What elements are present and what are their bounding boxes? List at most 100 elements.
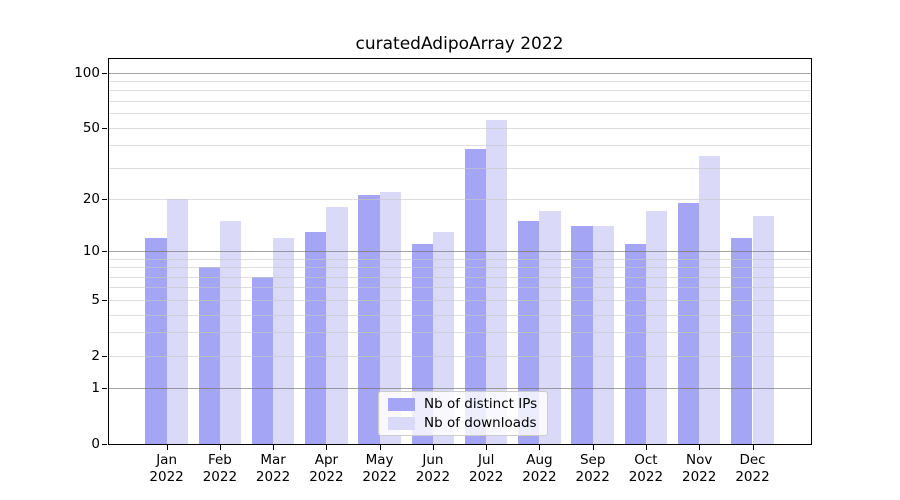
- x-tick-feb: [219, 445, 221, 450]
- month-label: Nov: [686, 452, 713, 468]
- legend-item-downloads: Nb of downloads: [388, 415, 537, 431]
- right-spine: [811, 58, 812, 445]
- x-tick-jul: [486, 445, 488, 450]
- x-tick-dec: [752, 445, 754, 450]
- x-tick-oct: [645, 445, 647, 450]
- x-tick-jan: [166, 445, 168, 450]
- x-tick-label-nov: Nov 2022: [667, 452, 731, 486]
- y-tick-20: [102, 199, 107, 200]
- x-tick-label-oct: Oct 2022: [614, 452, 678, 486]
- year-label: 2022: [149, 469, 184, 485]
- year-label: 2022: [309, 469, 344, 485]
- bar-downloads-sep: [592, 226, 614, 444]
- x-tick-label-may: May 2022: [348, 452, 412, 486]
- x-tick-label-jun: Jun 2022: [401, 452, 465, 486]
- x-tick-label-jan: Jan 2022: [135, 452, 199, 486]
- major-gridline-10: [108, 251, 811, 252]
- year-label: 2022: [575, 469, 610, 485]
- bar-ips-dec: [731, 237, 753, 444]
- year-label: 2022: [469, 469, 504, 485]
- bar-ips-mar: [251, 276, 274, 444]
- y-tick-5: [102, 299, 107, 301]
- minor-gridline-9: [108, 258, 811, 260]
- y-tick-1: [102, 388, 107, 390]
- y-tick-50: [102, 127, 107, 129]
- bar-ips-jul: [464, 149, 487, 444]
- bar-downloads-mar: [273, 237, 295, 444]
- x-tick-label-mar: Mar 2022: [241, 452, 305, 486]
- x-tick-may: [379, 445, 381, 450]
- bar-ips-nov: [677, 202, 700, 444]
- y-tick-2: [102, 355, 107, 357]
- x-tick-nov: [699, 445, 701, 450]
- x-tick-label-feb: Feb 2022: [188, 452, 252, 486]
- year-label: 2022: [522, 469, 557, 485]
- month-label: Oct: [634, 452, 658, 468]
- bar-downloads-oct: [645, 211, 668, 444]
- bar-ips-feb: [198, 267, 220, 444]
- legend-label-distinct-ips: Nb of distinct IPs: [424, 396, 538, 412]
- minor-gridline-40: [108, 145, 811, 147]
- x-tick-sep: [592, 445, 594, 450]
- chart-title: curatedAdipoArray 2022: [355, 34, 564, 54]
- minor-gridline-2: [108, 355, 811, 357]
- major-gridline-100: [108, 72, 811, 74]
- minor-gridline-80: [108, 90, 811, 92]
- x-tick-mar: [273, 445, 275, 450]
- x-tick-label-jul: Jul 2022: [454, 452, 518, 486]
- plot-area: [108, 58, 811, 444]
- month-label: Mar: [260, 452, 286, 468]
- month-label: Jan: [156, 452, 177, 468]
- legend: Nb of distinct IPs Nb of downloads: [378, 391, 549, 436]
- x-tick-label-dec: Dec 2022: [721, 452, 785, 486]
- legend-swatch-downloads: [388, 416, 415, 430]
- bar-downloads-jan: [166, 199, 188, 444]
- x-tick-aug: [539, 445, 541, 450]
- x-tick-label-sep: Sep 2022: [561, 452, 625, 486]
- minor-gridline-20: [108, 199, 811, 200]
- month-label: Apr: [314, 452, 339, 468]
- y-tick-label-100: 100: [74, 64, 100, 81]
- bar-downloads-dec: [752, 216, 774, 444]
- x-tick-jun: [432, 445, 434, 450]
- y-tick-label-5: 5: [91, 291, 100, 308]
- month-label: Jul: [478, 452, 495, 468]
- minor-gridline-5: [108, 299, 811, 301]
- year-label: 2022: [735, 469, 770, 485]
- bar-ips-may: [358, 195, 380, 444]
- bar-ips-oct: [624, 244, 646, 444]
- x-tick-label-apr: Apr 2022: [294, 452, 358, 486]
- x-tick-apr: [326, 445, 328, 450]
- minor-gridline-8: [108, 267, 811, 269]
- year-label: 2022: [202, 469, 238, 485]
- legend-item-distinct-ips: Nb of distinct IPs: [388, 396, 537, 412]
- minor-gridline-6: [108, 287, 811, 289]
- year-label: 2022: [415, 469, 451, 485]
- minor-gridline-4: [108, 314, 811, 316]
- bar-downloads-aug: [539, 211, 561, 444]
- month-label: Jun: [422, 452, 444, 468]
- top-spine: [108, 58, 812, 59]
- minor-gridline-70: [108, 100, 811, 102]
- grid-layer: [108, 58, 811, 444]
- bottom-spine: [108, 444, 812, 445]
- y-tick-label-2: 2: [91, 347, 100, 364]
- bar-downloads-jul: [486, 120, 508, 444]
- y-tick-0: [102, 444, 107, 445]
- minor-gridline-30: [108, 167, 811, 169]
- bar-ips-jan: [145, 237, 167, 444]
- y-tick-100: [102, 72, 107, 74]
- major-gridline-1: [108, 388, 811, 390]
- year-label: 2022: [682, 469, 717, 485]
- minor-gridline-50: [108, 127, 811, 129]
- legend-swatch-distinct-ips: [388, 397, 415, 411]
- year-label: 2022: [628, 469, 664, 485]
- month-label: Sep: [579, 452, 606, 468]
- y-tick-10: [102, 251, 107, 252]
- y-tick-label-0: 0: [91, 436, 100, 452]
- y-tick-label-50: 50: [82, 119, 100, 136]
- bar-ips-sep: [571, 226, 593, 444]
- year-label: 2022: [362, 469, 397, 485]
- month-label: Dec: [739, 452, 766, 468]
